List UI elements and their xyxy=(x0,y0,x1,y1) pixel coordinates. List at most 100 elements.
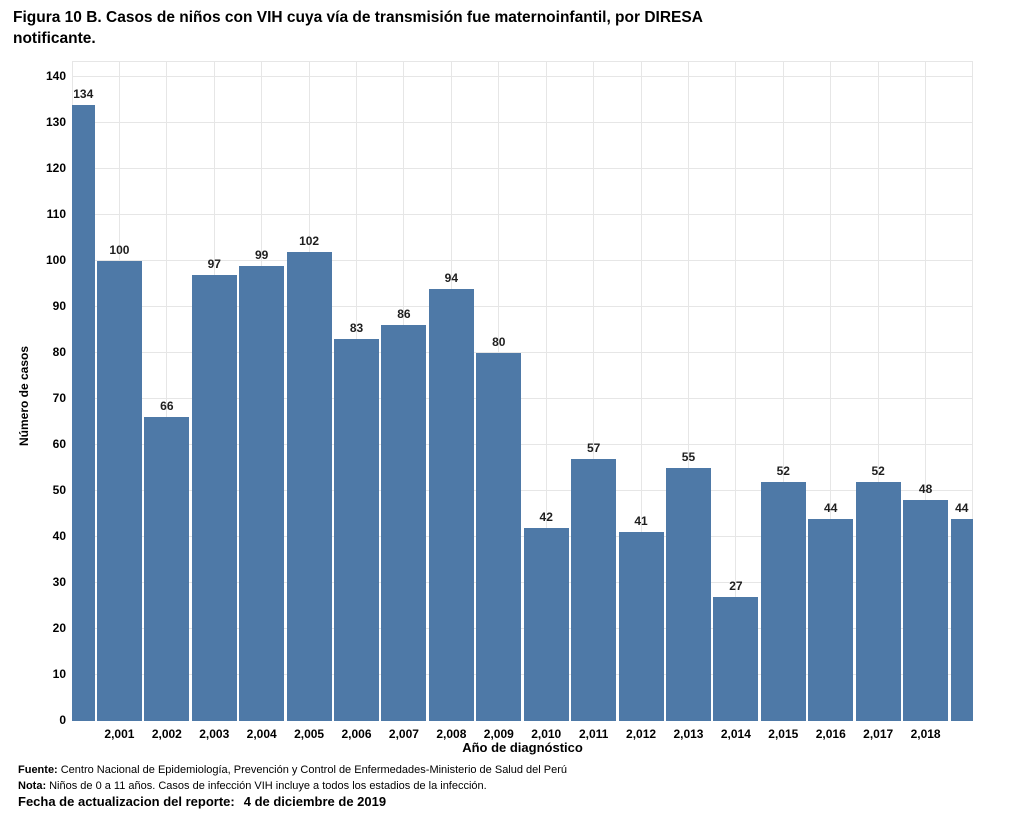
h-gridline xyxy=(72,674,973,676)
plot-area: 134 100 66 97 99 102 83 86 94 80 42 57 41 55 27 52 44 52 4… xyxy=(72,61,973,721)
v-gridline xyxy=(593,62,595,721)
bar-value-label: 66 xyxy=(160,399,174,414)
bar[interactable] xyxy=(476,353,522,721)
bar-value-label: 102 xyxy=(299,233,320,248)
x-tick-label: 2,014 xyxy=(720,727,751,741)
y-tick-label: 10 xyxy=(52,666,66,681)
bar[interactable] xyxy=(72,104,95,721)
bar-value-label: 55 xyxy=(681,450,696,464)
y-tick-label: 90 xyxy=(52,298,66,313)
y-tick-label: 20 xyxy=(52,620,66,635)
bar[interactable] xyxy=(144,417,190,721)
h-gridline xyxy=(72,536,973,538)
h-gridline xyxy=(72,260,973,262)
h-gridline xyxy=(72,168,973,170)
bar[interactable] xyxy=(571,458,617,721)
y-tick-label: 100 xyxy=(45,252,66,267)
bar[interactable] xyxy=(855,481,901,721)
y-tick-label: 0 xyxy=(59,713,66,727)
v-gridline xyxy=(877,62,879,721)
bar-value-label: 42 xyxy=(539,509,553,524)
bar[interactable] xyxy=(950,518,973,721)
y-tick-label: 140 xyxy=(45,68,66,83)
bar[interactable] xyxy=(665,468,711,721)
bar[interactable] xyxy=(191,274,237,721)
h-gridline xyxy=(72,582,973,584)
x-axis-title: Año de diagnóstico xyxy=(462,740,583,755)
fecha-value: 4 de diciembre de 2019 xyxy=(243,794,387,809)
bar[interactable] xyxy=(334,339,380,721)
v-gridline xyxy=(687,62,689,721)
bar[interactable] xyxy=(286,251,332,721)
bar[interactable] xyxy=(381,325,427,721)
bar[interactable] xyxy=(523,527,569,721)
bar-value-label: 134 xyxy=(73,86,94,101)
nota-label: Nota: xyxy=(18,780,47,792)
bar[interactable] xyxy=(760,481,806,721)
v-gridline xyxy=(782,62,784,721)
figure-title-line2: notificante. xyxy=(13,30,96,47)
x-tick-label: 2,004 xyxy=(246,727,277,741)
bar-value-label: 100 xyxy=(109,243,130,257)
bar-value-label: 48 xyxy=(918,482,933,497)
x-tick-label: 2,001 xyxy=(104,727,135,741)
footer-nota-line: Nota: Niños de 0 a 11 años. Casos de infe… xyxy=(18,780,487,792)
y-tick-label: 30 xyxy=(52,574,66,589)
y-tick-label: 80 xyxy=(52,344,66,359)
x-tick-label: 2,008 xyxy=(436,727,467,741)
v-gridline xyxy=(545,62,547,721)
h-gridline xyxy=(72,76,973,78)
bar-value-label: 27 xyxy=(729,578,743,593)
bar-value-label: 86 xyxy=(397,307,411,322)
fuente-text: Centro Nacional de Epidemiología, Preven… xyxy=(60,764,568,776)
h-gridline xyxy=(72,628,973,630)
bar[interactable] xyxy=(239,265,285,721)
v-gridline xyxy=(830,62,832,721)
h-gridline xyxy=(72,444,973,446)
bar-value-label: 52 xyxy=(871,463,885,478)
x-tick-label: 2,009 xyxy=(483,727,514,741)
bar-value-label: 80 xyxy=(492,335,506,349)
figure-title-line1: Figura 10 B. Casos de niños con VIH cuya… xyxy=(13,9,703,26)
v-gridline xyxy=(925,62,927,721)
x-tick-label: 2,012 xyxy=(626,727,657,741)
y-tick-label: 70 xyxy=(52,390,66,405)
bar-value-label: 41 xyxy=(634,514,648,529)
bar[interactable] xyxy=(808,518,854,721)
figure-title: Figura 10 B. Casos de niños con VIH cuya… xyxy=(13,7,913,49)
h-gridline xyxy=(72,352,973,354)
x-tick-label: 2,003 xyxy=(199,727,230,741)
x-tick-label: 2,018 xyxy=(910,727,941,741)
h-gridline xyxy=(72,122,973,124)
x-tick-label: 2,006 xyxy=(341,727,372,741)
v-gridline xyxy=(166,62,168,721)
bar[interactable] xyxy=(96,261,142,721)
h-gridline xyxy=(72,398,973,400)
v-gridline xyxy=(640,62,642,721)
footer-fecha-line: Fecha de actualizacion del reporte: 4 de … xyxy=(18,794,386,809)
x-tick-label: 2,013 xyxy=(673,727,704,741)
bar[interactable] xyxy=(903,500,949,721)
fuente-label: Fuente: xyxy=(18,764,58,776)
bar[interactable] xyxy=(713,596,759,721)
x-tick-label: 2,005 xyxy=(294,727,325,741)
bar-value-label: 83 xyxy=(349,321,364,336)
y-tick-label: 50 xyxy=(52,482,66,497)
x-tick-label: 2,002 xyxy=(151,727,182,741)
h-gridline xyxy=(72,490,973,492)
fecha-label: Fecha de actualizacion del reporte: xyxy=(18,794,235,809)
bar-value-label: 99 xyxy=(254,247,269,262)
bar[interactable] xyxy=(618,532,664,721)
footer-fuente-line: Fuente: Centro Nacional de Epidemiología,… xyxy=(18,764,567,776)
bar-value-label: 44 xyxy=(824,500,838,515)
bar-value-label: 94 xyxy=(444,270,459,285)
y-tick-label: 130 xyxy=(45,114,66,129)
y-tick-label: 60 xyxy=(52,436,66,451)
bar[interactable] xyxy=(428,288,474,721)
x-tick-label: 2,010 xyxy=(531,727,562,741)
bar-value-label: 57 xyxy=(586,440,601,455)
x-tick-label: 2,016 xyxy=(815,727,846,741)
y-tick-label: 40 xyxy=(52,528,66,543)
x-tick-label: 2,017 xyxy=(863,727,894,741)
